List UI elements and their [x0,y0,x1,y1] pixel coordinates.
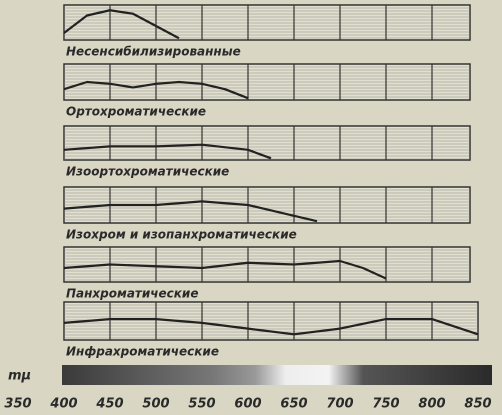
x-axis-label: mμ [8,369,31,384]
spectrum-bar [62,365,492,385]
x-tick-label: 700 [326,397,353,412]
panel-label: Ортохроматические [66,105,206,119]
x-tick-label: 450 [95,397,123,412]
panel-label: Инфрахроматические [66,345,219,359]
figure: Несенсибилизированные Ортохроматические Из… [0,0,502,415]
x-tick-label: 850 [464,397,491,412]
panel-label: Изоортохроматические [66,165,229,179]
x-tick-label: 550 [188,397,215,412]
panel-label: Панхроматические [66,287,198,301]
x-tick-label: 600 [234,397,261,412]
x-tick-label: 350 [4,397,31,412]
x-tick-label: 650 [280,397,307,412]
panel-label: Несенсибилизированные [66,45,241,59]
panel [64,126,470,160]
x-tick-label: 500 [142,397,169,412]
panel-label: Изохром и изопанхроматические [66,228,297,242]
x-tick-label: 800 [418,397,445,412]
x-tick-label: 400 [49,397,77,412]
x-tick-label: 750 [372,397,399,412]
